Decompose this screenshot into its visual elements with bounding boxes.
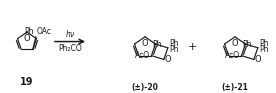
Text: Ph: Ph xyxy=(259,39,269,48)
Text: O: O xyxy=(232,39,238,48)
Text: O: O xyxy=(142,39,148,48)
Text: (±)-21: (±)-21 xyxy=(222,83,248,92)
Text: Ph: Ph xyxy=(242,40,252,49)
Text: Ph: Ph xyxy=(259,45,269,54)
Text: (±)-20: (±)-20 xyxy=(132,83,158,92)
Text: hν: hν xyxy=(65,30,75,39)
Text: O: O xyxy=(164,55,171,64)
Text: O: O xyxy=(24,34,30,43)
Text: Ph₂CO: Ph₂CO xyxy=(58,44,82,53)
Text: OAc: OAc xyxy=(37,27,52,36)
Text: Ph: Ph xyxy=(169,45,179,54)
Text: O: O xyxy=(254,55,261,64)
Text: AcO: AcO xyxy=(135,51,150,60)
Text: Ph: Ph xyxy=(152,40,162,49)
Text: 19: 19 xyxy=(20,77,34,87)
Text: AcO: AcO xyxy=(225,51,240,60)
Text: Ph: Ph xyxy=(169,39,179,48)
Text: +: + xyxy=(187,42,197,52)
Text: Ph: Ph xyxy=(24,27,34,36)
